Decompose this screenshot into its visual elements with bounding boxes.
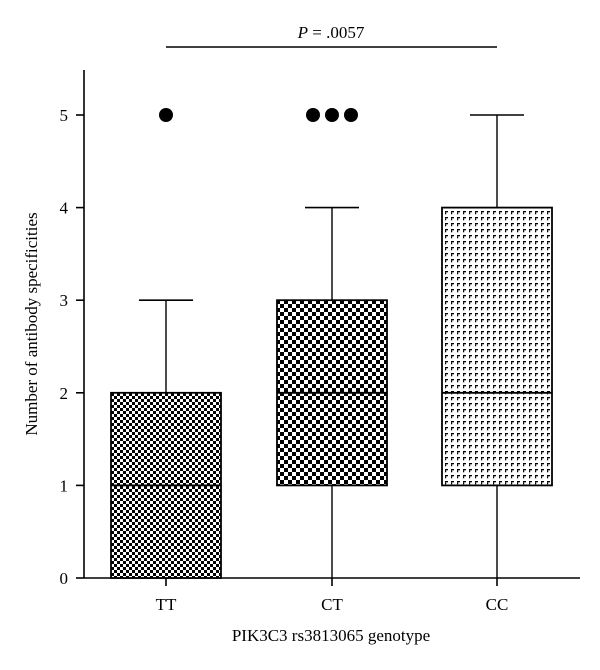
y-axis-ticks: 0 1 2 3 4 5 <box>60 106 84 588</box>
p-value-annotation: P = .0057 <box>297 23 365 42</box>
x-axis-ticks: TT CT CC <box>156 578 509 614</box>
y-tick-label: 3 <box>60 291 69 310</box>
y-tick-label: 5 <box>60 106 69 125</box>
outlier-point <box>306 108 320 122</box>
x-tick-label: TT <box>156 595 177 614</box>
y-axis-label: Number of antibody specificities <box>22 212 41 435</box>
y-tick-label: 1 <box>60 476 69 495</box>
outlier-point <box>325 108 339 122</box>
box-tt <box>110 108 222 579</box>
y-tick-label: 0 <box>60 569 69 588</box>
box-cc <box>441 114 553 578</box>
p-value-symbol: P <box>297 23 308 42</box>
outlier-point <box>344 108 358 122</box>
box-iqr <box>441 206 553 487</box>
p-value-text: = .0057 <box>308 23 365 42</box>
x-axis-label: PIK3C3 rs3813065 genotype <box>232 626 430 645</box>
x-tick-label: CT <box>321 595 343 614</box>
y-tick-label: 4 <box>60 199 69 218</box>
box-ct <box>276 108 388 578</box>
y-tick-label: 2 <box>60 384 69 403</box>
box-group <box>110 108 553 579</box>
outlier-point <box>159 108 173 122</box>
x-tick-label: CC <box>486 595 509 614</box>
